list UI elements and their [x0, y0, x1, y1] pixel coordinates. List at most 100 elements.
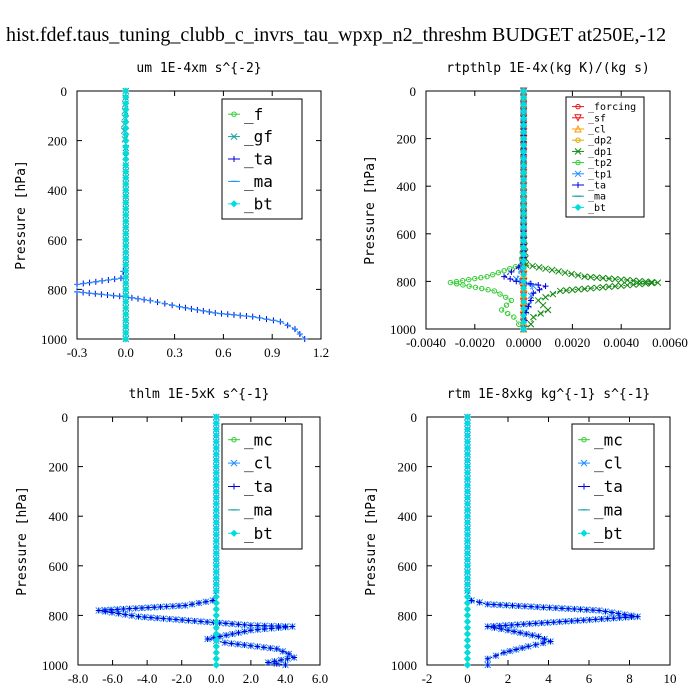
- data-point: [132, 605, 139, 612]
- data-point: [235, 629, 242, 636]
- y-tick-label: 200: [48, 134, 68, 149]
- data-point: [520, 243, 528, 251]
- data-point: [515, 602, 522, 609]
- panel-title: um 1E-4xm s^{-2}: [136, 61, 261, 76]
- data-point: [556, 618, 563, 625]
- data-point: [505, 310, 511, 317]
- data-point: [154, 615, 161, 622]
- y-tick-label: 400: [49, 509, 69, 524]
- page-title: hist.fdef.taus_tuning_clubb_c_invrs_tau_…: [6, 24, 666, 46]
- data-point: [175, 602, 182, 609]
- data-point: [520, 128, 528, 136]
- data-point: [497, 601, 504, 608]
- x-tick-label: 0.0000: [506, 335, 542, 350]
- data-point: [648, 278, 656, 286]
- data-point: [503, 302, 510, 308]
- data-point: [535, 264, 543, 271]
- data-point: [527, 297, 534, 304]
- data-point: [166, 616, 173, 623]
- data-point: [507, 266, 513, 272]
- x-tick-label: -0.0040: [406, 335, 446, 350]
- data-point: [596, 607, 603, 614]
- y-tick-label: 800: [397, 274, 417, 289]
- legend-marker: [231, 111, 237, 117]
- legend-label: _tp1: [588, 169, 612, 180]
- data-point: [212, 531, 220, 539]
- legend-label: _dp1: [588, 147, 612, 158]
- data-point: [574, 617, 581, 624]
- data-point: [520, 277, 528, 285]
- data-point: [289, 623, 296, 630]
- data-point: [247, 642, 254, 649]
- data-point: [122, 304, 130, 312]
- data-point: [182, 602, 189, 609]
- legend-marker: [575, 137, 581, 143]
- x-tick-label: 0.0020: [555, 335, 591, 350]
- x-tick-label: 4: [545, 671, 552, 686]
- data-point: [541, 635, 548, 642]
- x-tick-label: 0.0040: [603, 335, 639, 350]
- x-tick-label: -0.0020: [455, 335, 495, 350]
- x-tick-label: -0.3: [67, 345, 88, 360]
- data-point: [514, 621, 521, 628]
- y-tick-label: 0: [411, 410, 418, 425]
- legend-label: _ma: [244, 172, 273, 191]
- data-point: [529, 262, 536, 270]
- data-point: [559, 605, 565, 612]
- data-point: [520, 182, 528, 190]
- data-point: [602, 608, 609, 615]
- data-point: [122, 205, 130, 213]
- data-point: [521, 603, 528, 610]
- plot-frame: [76, 90, 322, 340]
- data-point: [95, 607, 102, 614]
- data-point: [532, 620, 539, 627]
- data-point: [463, 630, 472, 638]
- y-tick-label: 1000: [42, 658, 68, 673]
- legend-label: _ma: [244, 501, 273, 520]
- data-point: [498, 307, 505, 313]
- data-point: [549, 290, 557, 298]
- y-axis-label: Pressure [hPa]: [364, 486, 379, 596]
- data-point: [617, 276, 625, 283]
- data-point: [115, 610, 122, 617]
- panel-title: rtm 1E-8xkg kg^{-1} s^{-1}: [447, 387, 651, 402]
- data-point: [495, 269, 502, 276]
- x-tick-label: 0.6: [215, 345, 232, 360]
- data-point: [586, 616, 593, 623]
- data-point: [463, 611, 472, 619]
- data-point: [520, 189, 528, 197]
- data-point: [502, 622, 509, 629]
- legend-marker: [581, 437, 587, 443]
- legend-marker: [574, 124, 582, 133]
- data-point: [520, 250, 528, 258]
- data-point: [583, 606, 590, 613]
- data-point: [630, 281, 637, 289]
- data-point: [122, 230, 130, 238]
- data-point: [520, 311, 528, 319]
- data-point: [202, 598, 209, 605]
- legend-label: _ta: [588, 181, 606, 192]
- x-tick-label: 6.0: [312, 671, 328, 686]
- data-point: [520, 155, 528, 163]
- data-point: [498, 626, 505, 633]
- legend-label: _bt: [244, 524, 273, 543]
- data-point: [278, 657, 285, 664]
- data-point: [478, 274, 484, 281]
- x-tick-label: 6: [586, 671, 593, 686]
- y-tick-label: 200: [49, 460, 69, 475]
- data-point: [463, 506, 472, 514]
- data-point: [520, 87, 528, 95]
- data-point: [466, 283, 472, 289]
- data-point: [122, 180, 130, 188]
- panel-3: thlm 1E-5xK s^{-1}02004006008001000-8.0-…: [15, 387, 328, 686]
- data-point: [212, 649, 220, 657]
- data-point: [544, 619, 551, 626]
- data-point: [599, 274, 607, 282]
- data-point: [575, 286, 582, 293]
- data-point: [212, 556, 220, 564]
- series-tp2: [447, 88, 527, 332]
- data-point: [229, 620, 236, 627]
- data-point: [516, 321, 522, 327]
- data-point: [241, 621, 248, 628]
